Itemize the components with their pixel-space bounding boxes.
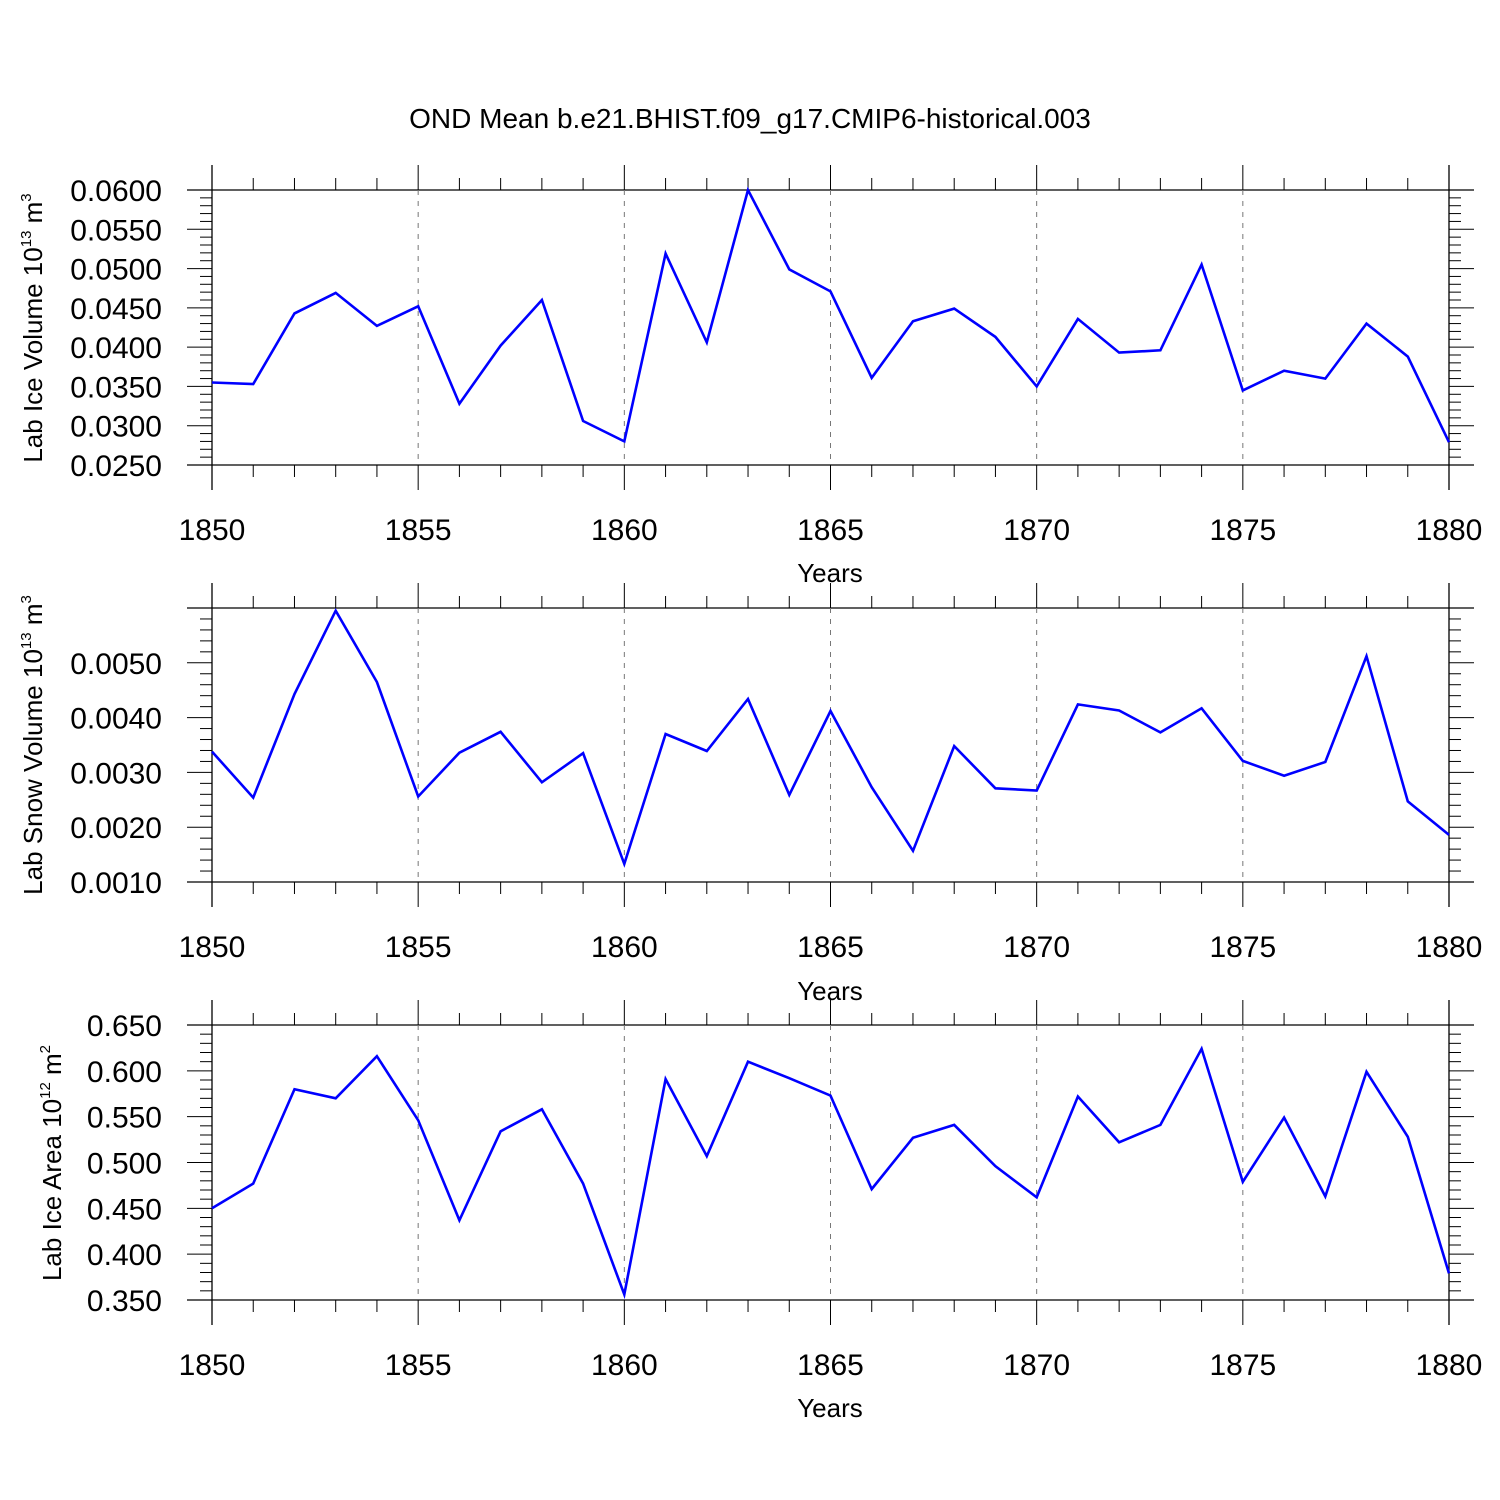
x-tick-label: 1850 — [179, 1349, 246, 1382]
y-tick-label: 0.500 — [87, 1148, 162, 1181]
y-tick-label: 0.400 — [87, 1239, 162, 1272]
x-tick-label: 1850 — [179, 931, 246, 964]
x-tick-label: 1865 — [797, 931, 864, 964]
x-tick-label: 1850 — [179, 514, 246, 547]
x-tick-label: 1865 — [797, 514, 864, 547]
y-tick-label: 0.0600 — [70, 175, 162, 208]
y-tick-label: 0.0500 — [70, 254, 162, 287]
x-tick-label: 1855 — [385, 931, 452, 964]
y-axis-label: Lab Snow Volume 1013 m3 — [18, 595, 48, 895]
y-tick-label: 0.650 — [87, 1010, 162, 1043]
x-tick-label: 1875 — [1209, 514, 1276, 547]
x-tick-label: 1855 — [385, 514, 452, 547]
x-tick-label: 1875 — [1209, 931, 1276, 964]
y-tick-label: 0.0010 — [70, 867, 162, 900]
x-tick-label: 1870 — [1003, 931, 1070, 964]
x-tick-label: 1860 — [591, 1349, 658, 1382]
x-tick-label: 1880 — [1416, 514, 1483, 547]
x-tick-label: 1855 — [385, 1349, 452, 1382]
x-tick-label: 1865 — [797, 1349, 864, 1382]
y-tick-label: 0.0300 — [70, 411, 162, 444]
y-tick-label: 0.0350 — [70, 371, 162, 404]
series-line-2-1 — [211, 607, 1450, 868]
y-tick-label: 0.0250 — [70, 450, 162, 483]
x-axis-label: Years — [797, 1393, 863, 1423]
y-tick-label: 0.0040 — [70, 703, 162, 736]
figure-title: OND Mean b.e21.BHIST.f09_g17.CMIP6-histo… — [409, 103, 1091, 134]
y-tick-label: 0.0450 — [70, 293, 162, 326]
panels: 0.0250 0.0300 0.0350 0.0400 0.0450 0.0500 0.05… — [18, 165, 1482, 1423]
x-tick-label: 1880 — [1416, 931, 1483, 964]
chart-panel-2: 0.0010 0.0020 0.0030 0.0040 0.0050 1850 1855 18… — [18, 583, 1482, 1006]
y-tick-label: 0.0020 — [70, 812, 162, 845]
chart-panel-3: 0.350 0.400 0.450 0.500 0.550 0.600 0.650 1850 1… — [37, 1000, 1482, 1423]
x-tick-label: 1870 — [1003, 514, 1070, 547]
y-tick-label: 0.550 — [87, 1102, 162, 1135]
y-tick-label: 0.450 — [87, 1193, 162, 1226]
y-axis-label: Lab Ice Volume 1013 m3 — [18, 193, 48, 462]
series-line-3-1 — [211, 1045, 1451, 1300]
y-tick-label: 0.0050 — [70, 648, 162, 681]
x-tick-label: 1860 — [591, 514, 658, 547]
y-tick-label: 0.0550 — [70, 214, 162, 247]
y-tick-label: 0.0030 — [70, 757, 162, 790]
chart-panel-1: 0.0250 0.0300 0.0350 0.0400 0.0450 0.0500 0.05… — [18, 165, 1482, 588]
y-tick-label: 0.600 — [87, 1056, 162, 1089]
x-tick-label: 1880 — [1416, 1349, 1483, 1382]
y-tick-label: 0.0400 — [70, 332, 162, 365]
x-tick-label: 1870 — [1003, 1349, 1070, 1382]
x-tick-label: 1875 — [1209, 1349, 1276, 1382]
series-line-1-1 — [211, 186, 1451, 444]
y-tick-label: 0.350 — [87, 1285, 162, 1318]
x-tick-label: 1860 — [591, 931, 658, 964]
y-axis-label: Lab Ice Area 1012 m2 — [37, 1045, 67, 1281]
